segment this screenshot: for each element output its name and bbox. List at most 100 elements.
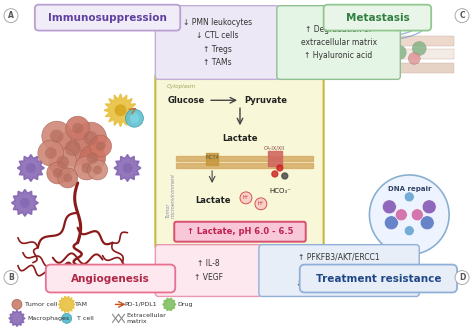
Text: DNA repair: DNA repair: [388, 186, 431, 192]
Text: MCT4: MCT4: [205, 155, 219, 160]
Text: ↓ PMN leukocytes
↓ CTL cells
↑ Tregs
↑ TAMs: ↓ PMN leukocytes ↓ CTL cells ↑ Tregs ↑ T…: [182, 18, 252, 67]
Circle shape: [93, 166, 102, 174]
Circle shape: [62, 313, 72, 323]
Polygon shape: [18, 155, 44, 181]
Circle shape: [395, 209, 407, 221]
Circle shape: [412, 41, 426, 56]
Circle shape: [4, 9, 18, 23]
FancyBboxPatch shape: [155, 73, 324, 249]
Circle shape: [90, 135, 111, 157]
Circle shape: [357, 52, 372, 66]
Circle shape: [56, 156, 69, 168]
Text: HCO₃⁻: HCO₃⁻: [269, 188, 291, 194]
Text: A: A: [8, 11, 14, 20]
Bar: [206, 159, 218, 165]
Circle shape: [122, 163, 132, 173]
Circle shape: [50, 129, 64, 143]
Polygon shape: [114, 155, 141, 181]
Text: CA-IX/XII: CA-IX/XII: [264, 146, 285, 151]
Text: Glucose: Glucose: [168, 96, 205, 105]
Bar: [339, 35, 454, 45]
Text: Metastasis: Metastasis: [346, 13, 409, 23]
Bar: [176, 163, 313, 168]
Bar: [339, 64, 454, 73]
Text: Immunosuppression: Immunosuppression: [48, 13, 167, 23]
Circle shape: [272, 171, 278, 177]
Text: T cell: T cell: [77, 316, 93, 321]
Circle shape: [75, 156, 99, 180]
Circle shape: [455, 270, 469, 285]
Bar: [339, 50, 454, 60]
Polygon shape: [9, 310, 25, 326]
Text: TAM: TAM: [75, 302, 88, 307]
Text: Pyruvate: Pyruvate: [245, 96, 287, 105]
FancyBboxPatch shape: [35, 5, 180, 30]
Circle shape: [404, 192, 414, 202]
Polygon shape: [58, 296, 75, 312]
FancyBboxPatch shape: [155, 245, 261, 297]
FancyBboxPatch shape: [46, 264, 175, 293]
Circle shape: [81, 163, 92, 173]
Circle shape: [277, 165, 283, 171]
Circle shape: [411, 209, 423, 221]
Circle shape: [42, 121, 72, 151]
Text: Tumor
microenvironment: Tumor microenvironment: [165, 173, 176, 218]
Text: PD-1/PDL1: PD-1/PDL1: [125, 302, 157, 307]
Circle shape: [12, 300, 22, 309]
Polygon shape: [163, 298, 176, 310]
Circle shape: [240, 192, 252, 204]
Circle shape: [384, 216, 398, 230]
Text: C: C: [459, 11, 465, 20]
Text: H⁺: H⁺: [243, 195, 249, 200]
Circle shape: [126, 109, 144, 127]
Bar: [176, 156, 313, 161]
Circle shape: [75, 122, 107, 154]
Circle shape: [38, 140, 64, 166]
Polygon shape: [104, 94, 137, 127]
Circle shape: [45, 147, 56, 159]
Circle shape: [73, 123, 83, 133]
Circle shape: [115, 104, 127, 116]
Text: Cytoplasm: Cytoplasm: [166, 84, 196, 89]
Text: Macrophages: Macrophages: [27, 316, 69, 321]
Circle shape: [96, 141, 106, 151]
Text: Angiogenesis: Angiogenesis: [71, 273, 150, 284]
Circle shape: [47, 162, 69, 184]
FancyBboxPatch shape: [174, 222, 306, 242]
Bar: [268, 151, 282, 158]
Text: B: B: [8, 273, 14, 282]
Text: Lactate: Lactate: [195, 196, 231, 205]
Text: ↑ IL-8
↑ VEGF: ↑ IL-8 ↑ VEGF: [193, 260, 223, 282]
Text: H⁺: H⁺: [258, 201, 264, 206]
Circle shape: [87, 152, 99, 164]
Text: ↑ PFKFB3/AKT/ERCC1
↓ ROS intracellular
↓ Histone deacetylase: ↑ PFKFB3/AKT/ERCC1 ↓ ROS intracellular ↓…: [296, 253, 383, 288]
Circle shape: [26, 163, 36, 173]
FancyBboxPatch shape: [277, 6, 401, 79]
Circle shape: [372, 42, 387, 59]
FancyBboxPatch shape: [259, 245, 419, 297]
Text: Drug: Drug: [177, 302, 193, 307]
Circle shape: [255, 198, 267, 210]
Circle shape: [392, 45, 406, 60]
Circle shape: [63, 173, 72, 182]
Text: ↑ Lactate, pH 6.0 - 6.5: ↑ Lactate, pH 6.0 - 6.5: [187, 227, 293, 236]
Bar: [206, 153, 218, 159]
Circle shape: [66, 116, 90, 140]
Circle shape: [383, 200, 396, 214]
Circle shape: [80, 145, 106, 171]
Circle shape: [55, 130, 91, 166]
Circle shape: [420, 216, 434, 230]
Circle shape: [49, 148, 77, 176]
Circle shape: [455, 9, 469, 23]
Text: Treatment resistance: Treatment resistance: [316, 273, 441, 284]
Text: Lactate: Lactate: [222, 134, 258, 143]
FancyBboxPatch shape: [300, 264, 457, 293]
Circle shape: [404, 226, 414, 236]
Circle shape: [53, 168, 63, 178]
Circle shape: [83, 131, 98, 145]
Text: Extracellular
matrix: Extracellular matrix: [127, 313, 166, 324]
Circle shape: [58, 168, 78, 188]
Circle shape: [88, 160, 108, 180]
Circle shape: [4, 270, 18, 285]
FancyBboxPatch shape: [155, 6, 279, 79]
